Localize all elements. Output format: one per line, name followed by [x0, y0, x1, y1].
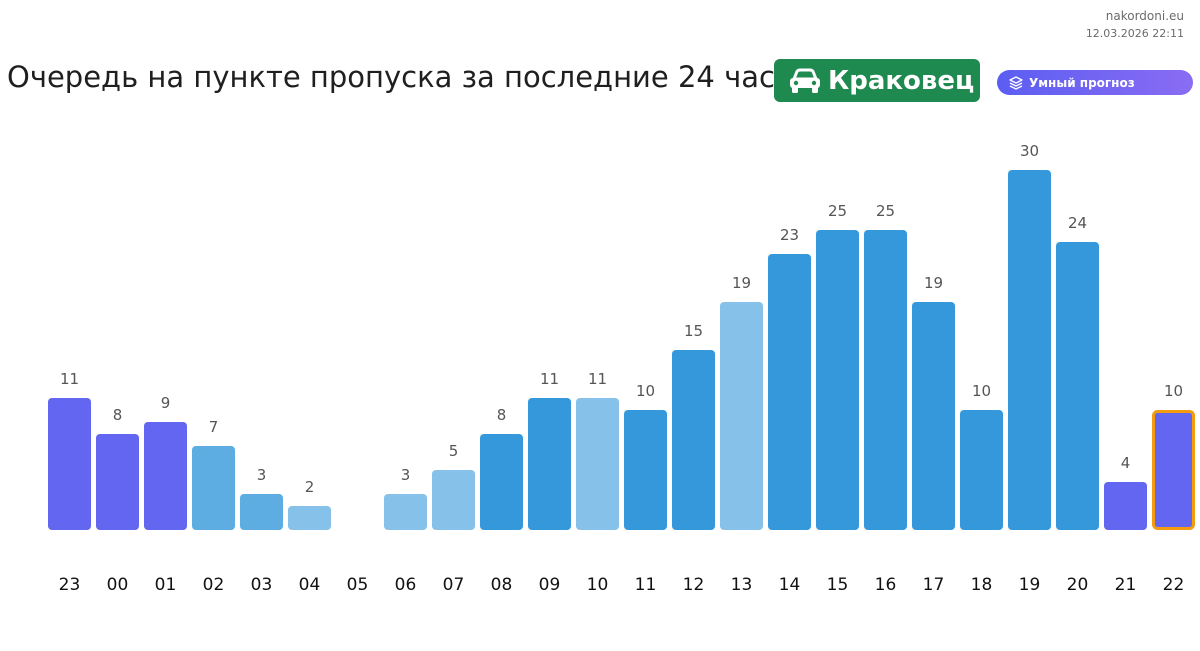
bar[interactable] [1104, 482, 1147, 530]
page-title: Очередь на пункте пропуска за последние … [7, 60, 793, 94]
bar-value-label: 10 [972, 382, 991, 400]
bar-value-label: 25 [876, 202, 895, 220]
bar[interactable] [720, 302, 763, 530]
bar[interactable] [624, 410, 667, 530]
x-tick-label: 05 [347, 575, 369, 595]
bar-value-label: 25 [828, 202, 847, 220]
x-tick-label: 23 [59, 575, 81, 595]
x-tick-label: 06 [395, 575, 417, 595]
bar[interactable] [288, 506, 331, 530]
bar[interactable] [48, 398, 91, 530]
x-tick-label: 20 [1067, 575, 1089, 595]
bar[interactable] [768, 254, 811, 530]
bar-value-label: 11 [588, 370, 607, 388]
bar-value-label: 5 [449, 442, 459, 460]
bar-current-hour[interactable] [1152, 410, 1195, 530]
bar-value-label: 11 [60, 370, 79, 388]
x-tick-label: 00 [107, 575, 129, 595]
x-tick-label: 08 [491, 575, 513, 595]
x-tick-label: 15 [827, 575, 849, 595]
bar-value-label: 8 [113, 406, 123, 424]
bar-value-label: 2 [305, 478, 315, 496]
bar-value-label: 19 [924, 274, 943, 292]
bar-value-label: 15 [684, 322, 703, 340]
bar[interactable] [432, 470, 475, 530]
x-tick-label: 04 [299, 575, 321, 595]
bar-value-label: 19 [732, 274, 751, 292]
bar[interactable] [960, 410, 1003, 530]
bar-value-label: 9 [161, 394, 171, 412]
site-info: nakordoni.eu 12.03.2026 22:11 [1086, 8, 1184, 42]
bar-value-label: 8 [497, 406, 507, 424]
timestamp: 12.03.2026 22:11 [1085, 27, 1184, 40]
bar-value-label: 4 [1121, 454, 1131, 472]
bar[interactable] [240, 494, 283, 530]
x-tick-label: 01 [155, 575, 177, 595]
car-icon [790, 68, 820, 93]
x-tick-label: 10 [587, 575, 609, 595]
bar[interactable] [576, 398, 619, 530]
bar-value-label: 10 [1164, 382, 1183, 400]
x-tick-label: 22 [1163, 575, 1185, 595]
x-tick-label: 03 [251, 575, 273, 595]
bar-value-label: 30 [1020, 142, 1039, 160]
x-tick-label: 18 [971, 575, 993, 595]
bar[interactable] [480, 434, 523, 530]
bar[interactable] [528, 398, 571, 530]
bar[interactable] [864, 230, 907, 530]
x-tick-label: 09 [539, 575, 561, 595]
bar-value-label: 23 [780, 226, 799, 244]
bar[interactable] [384, 494, 427, 530]
x-tick-label: 02 [203, 575, 225, 595]
x-tick-label: 17 [923, 575, 945, 595]
x-tick-label: 12 [683, 575, 705, 595]
bar-value-label: 7 [209, 418, 219, 436]
bar[interactable] [816, 230, 859, 530]
layers-icon [1009, 75, 1023, 90]
x-tick-label: 16 [875, 575, 897, 595]
bar[interactable] [96, 434, 139, 530]
x-tick-label: 21 [1115, 575, 1137, 595]
bar[interactable] [672, 350, 715, 530]
bar[interactable] [912, 302, 955, 530]
site-domain[interactable]: nakordoni.eu [1105, 9, 1184, 23]
bar[interactable] [1008, 170, 1051, 530]
checkpoint-name: Краковец [828, 65, 975, 96]
smart-forecast-label: Умный прогноз [1029, 75, 1135, 90]
smart-forecast-button[interactable]: Умный прогноз [997, 70, 1193, 95]
bar[interactable] [1056, 242, 1099, 530]
bar-value-label: 10 [636, 382, 655, 400]
bar-value-label: 3 [401, 466, 411, 484]
bar-value-label: 24 [1068, 214, 1087, 232]
bar[interactable] [144, 422, 187, 530]
bar-value-label: 3 [257, 466, 267, 484]
x-tick-label: 07 [443, 575, 465, 595]
x-tick-label: 14 [779, 575, 801, 595]
x-tick-label: 11 [635, 575, 657, 595]
checkpoint-badge[interactable]: Краковец [774, 59, 980, 102]
x-tick-label: 13 [731, 575, 753, 595]
bar[interactable] [192, 446, 235, 530]
x-tick-label: 19 [1019, 575, 1041, 595]
bar-value-label: 11 [540, 370, 559, 388]
